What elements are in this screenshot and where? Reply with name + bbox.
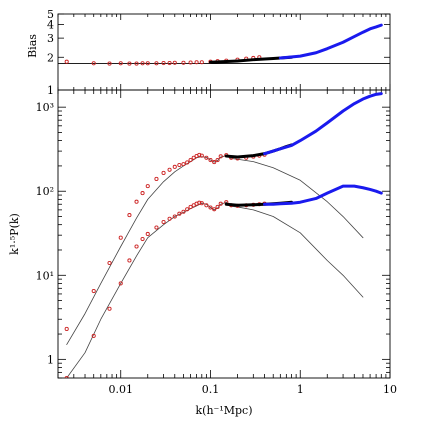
bottom-series-3-point bbox=[199, 201, 204, 206]
bottom-series-2-point bbox=[177, 162, 182, 168]
bottom-series-2-point bbox=[197, 152, 202, 158]
bottom-series-3-point bbox=[118, 281, 123, 286]
bottom-series-2-point bbox=[208, 157, 213, 163]
top-series-3-line bbox=[278, 23, 383, 60]
y-tick-label: 10¹ bbox=[36, 269, 54, 282]
top-series-1-point bbox=[181, 60, 186, 65]
bottom-series-2-point bbox=[64, 326, 69, 331]
bottom-series-3-point bbox=[134, 244, 139, 249]
top-series-1-point bbox=[154, 61, 159, 66]
bottom-panel-frame bbox=[57, 89, 391, 379]
top-series-1-point bbox=[64, 59, 69, 64]
x-tick-label: 0.1 bbox=[202, 383, 220, 396]
bottom-series-3-point bbox=[177, 211, 182, 216]
bottom-series-2-point bbox=[188, 157, 193, 163]
bottom-series-2-point bbox=[167, 167, 172, 172]
top-series-1-point bbox=[107, 61, 112, 66]
bottom-series-2-point bbox=[154, 176, 159, 181]
bottom-series-7-line bbox=[263, 184, 383, 206]
bottom-series-3-point bbox=[212, 207, 217, 212]
bottom-series-2-point bbox=[118, 235, 123, 240]
bottom-series-2-point bbox=[191, 155, 196, 160]
top-series-1-point bbox=[199, 60, 204, 65]
bottom-series-3-point bbox=[215, 204, 220, 210]
bottom-series-3-point bbox=[107, 306, 112, 311]
bottom-series-2-point bbox=[212, 160, 217, 165]
bottom-series-2-point bbox=[218, 154, 223, 159]
top-series-1-point bbox=[127, 61, 132, 66]
bottom-series-2-point bbox=[107, 260, 112, 266]
bottom-series-3-point bbox=[91, 333, 96, 338]
y-axis-label: k¹·⁵P(k) bbox=[8, 213, 21, 255]
bottom-series-3-point bbox=[188, 204, 193, 210]
bottom-series-2-point bbox=[172, 164, 177, 169]
y-tick-label: 1 bbox=[47, 353, 54, 366]
bottom-series-3-point bbox=[197, 200, 202, 205]
bottom-series-2-point bbox=[127, 213, 132, 218]
bottom-series-3-point bbox=[161, 219, 166, 225]
x-tick-label: 10 bbox=[383, 383, 397, 396]
bottom-series-3-point bbox=[172, 214, 177, 219]
bottom-series-2-point bbox=[140, 191, 145, 196]
top-y-tick-label: 4 bbox=[47, 19, 54, 32]
bottom-series-3-point bbox=[167, 216, 172, 221]
top-series-1-point bbox=[134, 61, 139, 66]
bottom-series-3-point bbox=[64, 375, 69, 378]
top-series-1-point bbox=[140, 61, 145, 66]
top-series-1-point bbox=[188, 60, 193, 65]
top-y-tick-label: 2 bbox=[47, 51, 54, 64]
bottom-series-3-point bbox=[145, 231, 150, 237]
top-y-axis-label: Bias bbox=[26, 34, 39, 58]
y-tick-label: 10² bbox=[36, 185, 54, 198]
bottom-series-3-point bbox=[208, 205, 213, 210]
bottom-series-2-point bbox=[199, 153, 204, 158]
top-series-1-point bbox=[118, 61, 123, 66]
top-series-1-point bbox=[161, 60, 166, 66]
bottom-series-3-point bbox=[154, 225, 159, 230]
bottom-series-2-point bbox=[161, 170, 166, 175]
bottom-series-2-point bbox=[204, 155, 209, 160]
top-series-1-point bbox=[167, 60, 172, 66]
bottom-series-2-point bbox=[134, 199, 139, 204]
bottom-series-2-point bbox=[181, 162, 186, 167]
bottom-series-3-point bbox=[218, 201, 223, 206]
bottom-series-3-point bbox=[127, 258, 132, 263]
x-tick-label: 1 bbox=[297, 383, 304, 396]
x-tick-label: 0.01 bbox=[108, 383, 133, 396]
top-y-tick-label: 1 bbox=[47, 84, 54, 97]
bottom-series-0-line bbox=[66, 155, 364, 345]
top-panel-frame bbox=[57, 13, 391, 91]
bottom-series-1-line bbox=[66, 201, 364, 378]
bottom-series-6-line bbox=[263, 92, 383, 156]
y-tick-label: 10³ bbox=[36, 101, 54, 114]
top-series-1-point bbox=[145, 61, 150, 66]
bottom-series-3-point bbox=[204, 203, 209, 208]
bottom-series-2-point bbox=[215, 157, 220, 163]
top-y-tick-label: 5 bbox=[47, 8, 54, 21]
bottom-series-2-point bbox=[185, 160, 190, 165]
top-y-tick-label: 3 bbox=[47, 32, 54, 45]
x-axis-label: k(h⁻¹Mpc) bbox=[195, 404, 252, 417]
bottom-series-3-point bbox=[185, 207, 190, 212]
bottom-series-3-point bbox=[181, 209, 186, 214]
top-series-1-point bbox=[194, 60, 199, 65]
bottom-series-3-point bbox=[140, 236, 145, 242]
bottom-series-2-point bbox=[91, 288, 96, 294]
bottom-series-2-point bbox=[145, 184, 150, 189]
top-series-1-point bbox=[172, 60, 177, 65]
top-series-1-point bbox=[91, 61, 96, 66]
